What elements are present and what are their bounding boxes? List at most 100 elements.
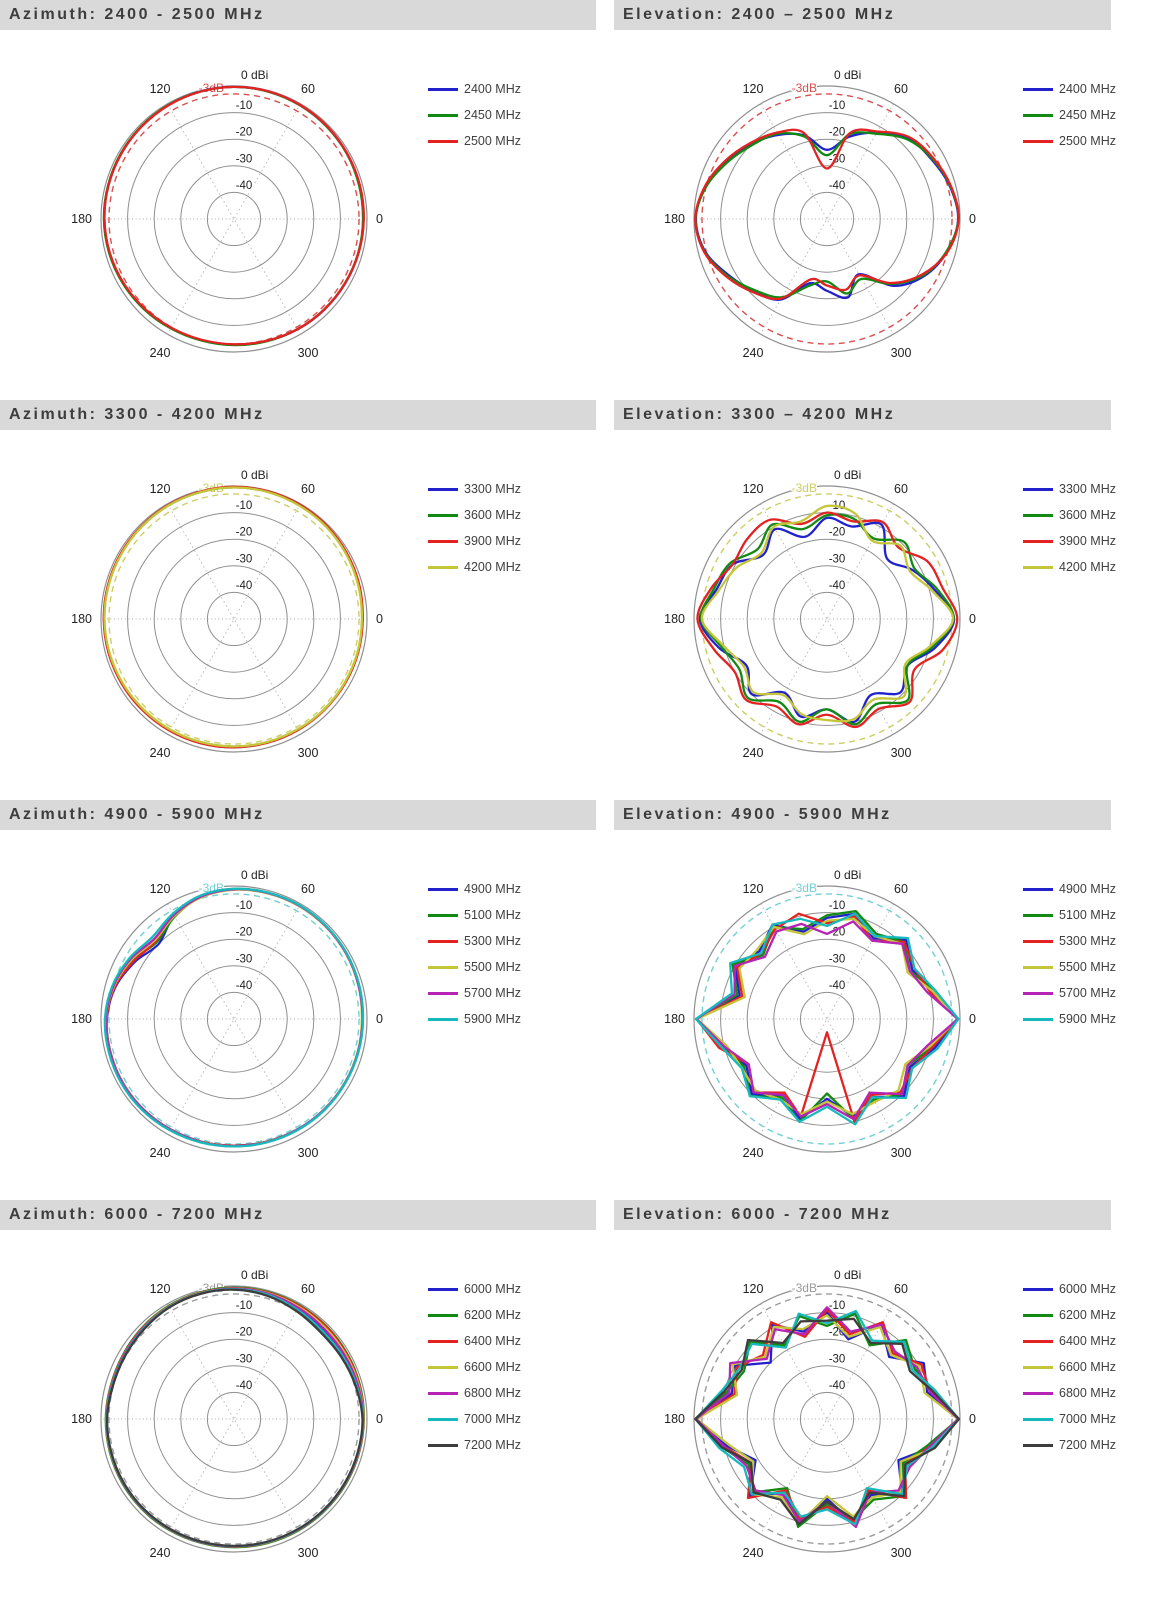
radial-unit-label: 0 dBi: [834, 68, 861, 82]
grid-ring: [127, 912, 341, 1126]
series-path-2400-mhz: [694, 131, 960, 301]
grid-ring: [180, 1365, 288, 1473]
legend-item: 5300 MHz: [1023, 928, 1116, 954]
polar-plot-elevation-2400-2500: -3dB 0 60 120 180 240 300 0 dBi -10 -20 -30 -40 240…: [577, 30, 1154, 400]
angle-label-0: 0: [376, 212, 383, 226]
radial-grid-line: [167, 103, 301, 335]
angle-label-240: 240: [150, 746, 171, 760]
legend-label: 7000 MHz: [1059, 1412, 1116, 1426]
radial-grid-line: [167, 503, 301, 735]
radial-tick-label: -10: [829, 100, 846, 112]
grid-ring: [206, 591, 262, 647]
legend: 6000 MHz 6200 MHz 6400 MHz 6600 MHz 6800 MHz…: [1023, 1276, 1116, 1458]
legend-swatch: [1023, 487, 1053, 491]
legend-label: 7200 MHz: [464, 1438, 521, 1452]
series-path-4200-mhz: [700, 504, 955, 723]
legend-item: 3300 MHz: [428, 476, 521, 502]
angle-label-120: 120: [743, 482, 764, 496]
angle-label-0: 0: [376, 612, 383, 626]
ref-3db-circle: [701, 1293, 953, 1545]
series-path-6200-mhz: [694, 1312, 960, 1529]
angle-label-0: 0: [969, 612, 976, 626]
header-azimuth-4900-5900: Azimuth: 4900 - 5900 MHz: [0, 800, 596, 830]
ref-3db-circle: [108, 893, 360, 1145]
radial-tick-label: -20: [236, 927, 253, 939]
legend-label: 3300 MHz: [1059, 482, 1116, 496]
ref-3db-label: -3dB: [792, 881, 817, 895]
legend-swatch: [428, 991, 458, 995]
legend-item: 6400 MHz: [1023, 1328, 1116, 1354]
angle-label-300: 300: [298, 1546, 319, 1560]
radial-unit-label: 0 dBi: [241, 468, 268, 482]
header-title: Azimuth: 4900 - 5900 MHz: [9, 806, 265, 823]
legend-swatch: [1023, 991, 1053, 995]
angle-label-0: 0: [969, 1012, 976, 1026]
legend-label: 3900 MHz: [464, 534, 521, 548]
header-title: Azimuth: 3300 - 4200 MHz: [9, 406, 265, 423]
radial-tick-label: -20: [829, 127, 846, 139]
angle-label-240: 240: [150, 1546, 171, 1560]
legend-swatch: [428, 1313, 458, 1317]
angle-label-300: 300: [891, 1146, 912, 1160]
header-title: Elevation: 2400 – 2500 MHz: [623, 6, 896, 23]
legend-item: 6400 MHz: [428, 1328, 521, 1354]
legend-swatch: [1023, 113, 1053, 117]
legend-label: 5700 MHz: [1059, 986, 1116, 1000]
legend-item: 5700 MHz: [428, 980, 521, 1006]
legend-item: 5100 MHz: [428, 902, 521, 928]
angle-label-240: 240: [743, 1146, 764, 1160]
legend-swatch: [428, 1417, 458, 1421]
ref-3db-circle: [108, 493, 360, 745]
grid-ring: [206, 991, 262, 1047]
grid-ring: [127, 512, 341, 726]
ref-3db-circle: [701, 893, 953, 1145]
angle-label-120: 120: [743, 1282, 764, 1296]
angle-label-180: 180: [71, 1412, 92, 1426]
legend-label: 5500 MHz: [1059, 960, 1116, 974]
legend-swatch: [428, 565, 458, 569]
grid-ring: [153, 138, 315, 300]
angle-label-180: 180: [71, 1012, 92, 1026]
legend-label: 6800 MHz: [464, 1386, 521, 1400]
legend-swatch: [428, 1365, 458, 1369]
series-path-6000-mhz: [695, 1311, 960, 1526]
series-path-5500-mhz: [695, 917, 959, 1116]
series-path-3900-mhz: [696, 511, 959, 729]
legend: 6000 MHz 6200 MHz 6400 MHz 6600 MHz 6800 MHz…: [428, 1276, 521, 1458]
series-path-4900-mhz: [695, 912, 960, 1121]
legend-label: 4200 MHz: [1059, 560, 1116, 574]
legend-item: 2450 MHz: [1023, 102, 1116, 128]
radial-grid-line: [760, 103, 894, 335]
legend-swatch: [1023, 539, 1053, 543]
angle-label-240: 240: [150, 1146, 171, 1160]
angle-label-180: 180: [664, 612, 685, 626]
radial-tick-label: -30: [829, 553, 846, 565]
legend-item: 5700 MHz: [1023, 980, 1116, 1006]
header-elevation-6000-7200: Elevation: 6000 - 7200 MHz: [614, 1200, 1111, 1230]
grid-ring: [799, 591, 855, 647]
legend: 2400 MHz 2450 MHz 2500 MHz: [428, 76, 521, 154]
radial-tick-label: -10: [236, 900, 253, 912]
legend-item: 2500 MHz: [1023, 128, 1116, 154]
radial-grid-line: [167, 1303, 301, 1535]
legend-swatch: [428, 1287, 458, 1291]
angle-label-180: 180: [71, 612, 92, 626]
legend-swatch: [1023, 1287, 1053, 1291]
grid-ring: [153, 1338, 315, 1500]
legend-label: 6200 MHz: [464, 1308, 521, 1322]
header-title: Azimuth: 6000 - 7200 MHz: [9, 1206, 265, 1223]
row-6000-7200: Azimuth: 6000 - 7200 MHz Elevation: 6000…: [0, 1200, 1154, 1600]
header-title: Elevation: 6000 - 7200 MHz: [623, 1206, 892, 1223]
grid-ring: [773, 165, 881, 273]
legend-swatch: [428, 513, 458, 517]
radial-tick-label: -10: [829, 900, 846, 912]
series-path-5700-mhz: [695, 920, 960, 1121]
series-path-2500-mhz: [694, 128, 960, 301]
radial-unit-label: 0 dBi: [241, 1268, 268, 1282]
angle-label-120: 120: [743, 882, 764, 896]
row-4900-5900: Azimuth: 4900 - 5900 MHz Elevation: 4900…: [0, 800, 1154, 1200]
legend-swatch: [1023, 887, 1053, 891]
legend-swatch: [428, 913, 458, 917]
